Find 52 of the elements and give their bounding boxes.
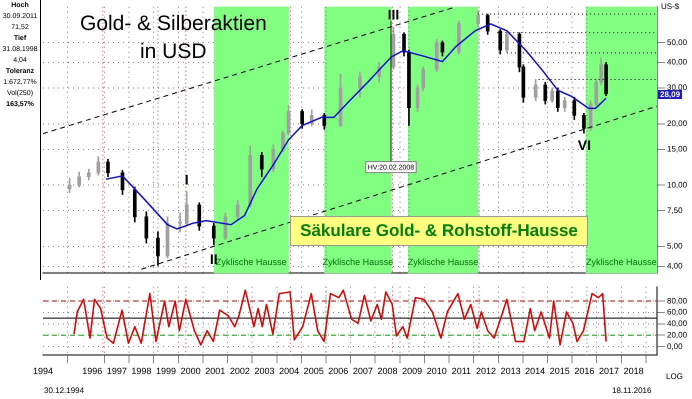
x-tick-label: 2009 — [402, 366, 422, 376]
x-tick-label: 2016 — [574, 366, 594, 376]
annotation: VI — [578, 137, 592, 154]
y-tick-label: 10,00 — [667, 180, 688, 190]
annotation: I — [184, 172, 189, 188]
x-tick-label: 2011 — [452, 366, 472, 376]
annotation: III — [388, 6, 400, 22]
y-tick-label: 40,00 — [667, 319, 688, 328]
x-tick-label: 2000 — [180, 366, 201, 376]
y-tick-label: 60,00 — [667, 308, 688, 317]
x-tick-label: 2002 — [230, 366, 250, 376]
y-tick-label: 0,00 — [667, 342, 684, 351]
x-tick-label: 2007 — [352, 366, 373, 376]
y-tick-label: 5,00 — [667, 242, 684, 251]
x-tick-label: 2001 — [205, 366, 226, 376]
x-tick-label: 1999 — [156, 366, 176, 376]
x-tick-label: 2013 — [500, 366, 521, 376]
annotation: Säkulare Gold- & Rohstoff-Hausse — [290, 216, 588, 246]
x-tick-label: 2008 — [378, 366, 398, 376]
x-tick-label: 2015 — [550, 366, 570, 376]
x-tick-label: 2018 — [624, 366, 644, 376]
y-axis-title: US-$ — [661, 2, 680, 11]
y-tick-label: 7,50 — [667, 206, 684, 215]
x-tick-label: 2010 — [426, 366, 447, 376]
text: 28,09 — [658, 90, 682, 99]
x-tick-label: 2005 — [304, 366, 324, 376]
band-label: Zyklische Hausse — [408, 257, 478, 268]
x-tick-label: 1998 — [131, 366, 152, 376]
x-tick-label: 2017 — [598, 366, 620, 376]
text: 18.11.2016 — [612, 386, 652, 395]
y-tick-label: 4,00 — [667, 262, 684, 270]
x-tick-label: 2003 — [254, 366, 274, 376]
x-tick-label: 2014 — [525, 366, 546, 376]
x-tick-label: 1997 — [106, 366, 127, 376]
x-tick-label: 1996 — [82, 366, 102, 376]
band-label: Zyklische Hausse — [216, 257, 286, 268]
y-tick-label: 20,00 — [667, 119, 688, 128]
y-tick-label: 80,00 — [667, 296, 688, 306]
x-tick-label: 1994 — [32, 366, 54, 376]
text: LOG — [666, 372, 683, 381]
chart-title: Gold- & Silberaktien — [80, 12, 267, 36]
y-tick-label: 50,00 — [667, 38, 688, 47]
y-tick-label: 30,00 — [667, 83, 688, 92]
band-label: Zyklische Hausse — [586, 257, 657, 268]
y-tick-label: 40,00 — [667, 58, 688, 67]
y-tick-label: 20,00 — [667, 330, 688, 340]
x-tick-label: 2012 — [476, 366, 496, 376]
text: 30.12.1994 — [44, 386, 84, 395]
y-tick-label: 15,00 — [667, 144, 688, 154]
x-tick-label: 2006 — [328, 366, 348, 376]
x-tick-label: 2004 — [279, 366, 300, 376]
text: in USD — [140, 40, 207, 64]
